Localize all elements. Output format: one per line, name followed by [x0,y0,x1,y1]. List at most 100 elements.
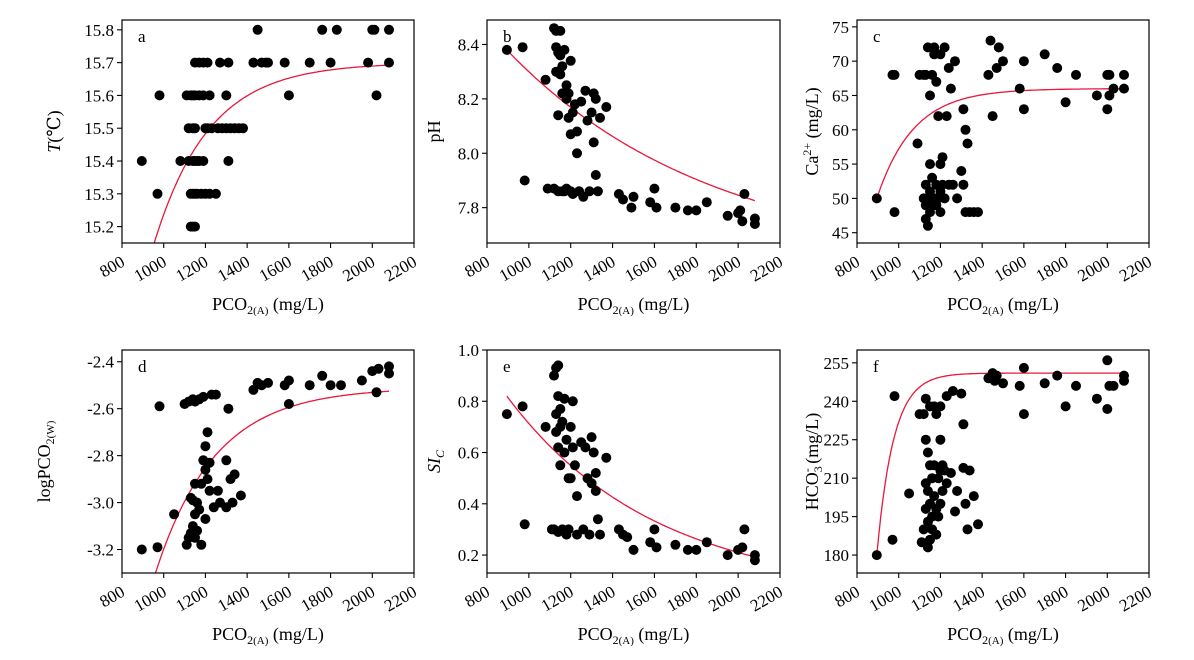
data-point [553,360,564,371]
data-point [576,96,587,107]
y-tick-label: 255 [824,354,850,373]
data-point [304,57,315,68]
data-point [670,539,681,550]
data-point [592,186,603,197]
data-point [369,24,380,35]
data-point [192,525,203,536]
data-point [739,524,750,535]
data-point [202,474,213,485]
data-point [956,166,967,176]
plot-frame [856,19,1150,244]
data-point [557,61,568,72]
data-point [1052,63,1063,73]
data-point [935,434,946,445]
data-point [590,486,601,496]
data-point [283,399,294,409]
y-tick-label: 7.8 [458,199,479,218]
data-point [227,497,238,508]
data-point [519,175,530,186]
data-point [540,74,551,85]
data-point [935,498,946,509]
data-point [947,179,958,190]
data-point [904,488,915,499]
data-point [584,186,595,197]
data-point [626,202,637,213]
data-point [223,403,234,414]
data-point [540,421,551,432]
data-point [670,202,681,213]
data-point [204,485,215,496]
data-point [555,460,566,471]
data-point [501,409,512,420]
x-axis-label: PCO2(A) (mg/L) [947,624,1059,647]
y-tick-label: 8.2 [458,90,479,109]
data-point [561,80,572,91]
data-point [565,421,576,432]
data-point [501,44,512,55]
data-point [922,542,933,553]
data-point [210,389,221,400]
data-point [749,555,760,566]
data-point [283,90,294,101]
y-axis-label: T(℃) [44,110,65,152]
data-point [194,504,205,515]
data-point [929,42,940,53]
y-tick-label: 15.4 [84,152,114,171]
y-tick-label: 75 [832,18,849,37]
data-point [229,469,240,480]
data-point [279,57,290,68]
data-point [248,57,259,68]
data-point [590,170,601,180]
data-point [519,519,530,530]
data-point [1039,49,1050,60]
y-tick-label: 15.3 [84,185,114,204]
x-tick-label: 1600 [991,252,1030,285]
data-point [517,42,528,53]
data-point [722,550,733,561]
data-point [190,221,200,232]
x-tick-label: 1600 [621,252,660,285]
data-point [586,432,597,443]
fit-curve [506,395,756,558]
plot-frame [856,349,1150,574]
data-point [580,85,591,96]
data-point [1018,104,1029,115]
data-point [1060,401,1071,412]
y-tick-label: 0.8 [458,392,479,411]
data-point [601,102,612,112]
data-point [973,519,983,530]
x-tick-label: 800 [96,582,128,611]
data-point [929,491,940,502]
data-point [215,57,225,68]
data-point [212,485,223,496]
data-point [198,156,209,166]
x-tick-label: 1600 [991,582,1030,615]
y-tick-label: 60 [832,121,849,140]
data-point [263,377,273,388]
data-point [1052,370,1063,381]
x-tick-label: 1800 [298,582,337,615]
data-point [565,473,576,484]
data-point [221,455,232,466]
data-point [925,159,935,170]
data-point [1060,97,1071,108]
data-point [950,56,960,67]
data-point [985,35,996,46]
plot-frame [121,349,415,574]
data-point [918,524,929,535]
x-tick-label: 1000 [496,582,535,615]
y-tick-label: 15.7 [84,54,114,73]
data-point [964,465,975,476]
x-tick-label: 2000 [339,582,378,615]
y-tick-label: 0.2 [458,546,479,565]
data-point [196,539,207,550]
data-point [945,468,956,478]
data-point [325,380,336,391]
y-tick-label: 0.4 [458,495,480,514]
data-point [586,478,597,489]
data-point [1091,90,1102,101]
data-point [238,123,248,134]
data-point [190,123,200,134]
data-point [998,56,1008,67]
